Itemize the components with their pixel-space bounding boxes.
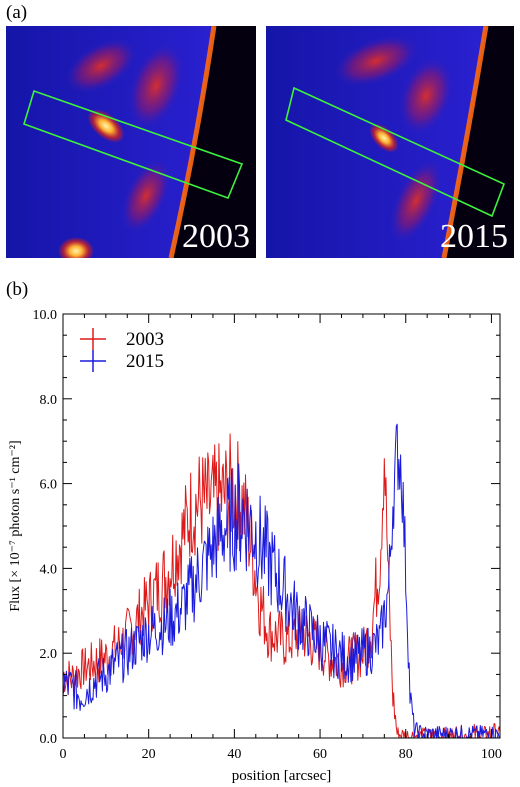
image-panel-2003: 2003 [6, 26, 256, 258]
y-tick-label: 0.0 [40, 732, 58, 747]
x-tick-label: 60 [313, 747, 327, 762]
legend-label-2015: 2015 [126, 351, 164, 372]
flux-profile-chart: 0 20 40 60 80 100 0.0 2.0 4.0 6.0 8.0 10.0 20032015… [8, 308, 502, 784]
x-tick-label: 0 [60, 747, 67, 762]
y-axis-label: Flux [× 10⁻⁷ photon s⁻¹ cm⁻²] [8, 440, 23, 611]
y-tick-label: 2.0 [40, 647, 58, 662]
y-tick-label: 8.0 [40, 393, 58, 408]
x-tick-label: 80 [399, 747, 413, 762]
x-tick-label: 40 [227, 747, 241, 762]
panel-a-label: (a) [6, 2, 28, 23]
x-axis-label: position [arcsec] [232, 768, 332, 784]
panel-b-label: (b) [6, 279, 29, 300]
image-panel-2015: 2015 [266, 26, 514, 258]
emission-map-2003 [6, 26, 244, 258]
analysis-box [285, 86, 506, 218]
series-line-2003 [62, 433, 501, 739]
legend-label-2003: 2003 [126, 329, 164, 350]
x-tick-label: 100 [481, 747, 502, 762]
year-label-2015: 2015 [440, 218, 508, 255]
emission-map-2015 [266, 26, 506, 258]
analysis-box [23, 89, 244, 200]
year-label-2003: 2003 [182, 218, 250, 255]
y-tick-label: 10.0 [33, 308, 58, 323]
series-line-2015 [62, 423, 500, 739]
x-tick-label: 20 [142, 747, 156, 762]
y-tick-label: 4.0 [40, 562, 58, 577]
y-tick-label: 6.0 [40, 478, 58, 493]
